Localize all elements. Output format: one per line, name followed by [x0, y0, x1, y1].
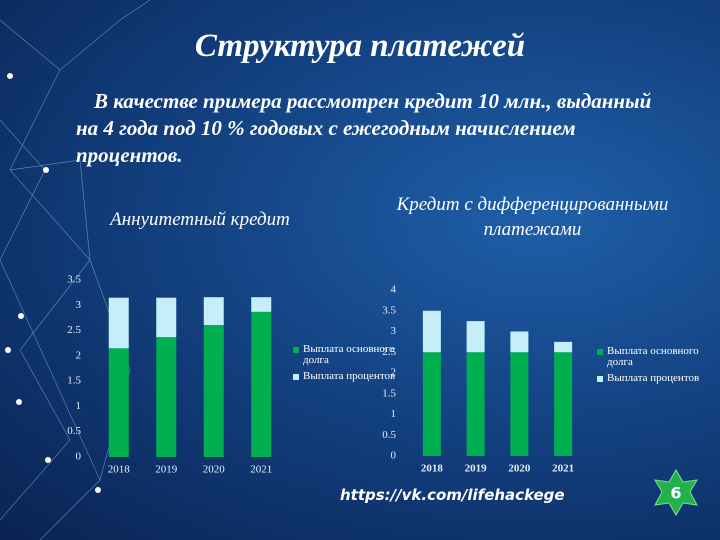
x-tick-label: 2021 — [250, 464, 272, 476]
bar-segment — [510, 352, 529, 456]
bar-segment — [108, 348, 129, 457]
bar-segment — [156, 297, 177, 338]
y-tick-label: 2 — [391, 367, 397, 379]
decoration-dot — [16, 399, 22, 405]
legend-label: Выплата процентов — [607, 372, 700, 384]
slide-title: Структура платежей — [194, 28, 526, 64]
y-tick-label: 2 — [76, 349, 82, 361]
legend-entry: Выплата процентов — [597, 373, 702, 384]
bar-segment — [422, 310, 441, 353]
decoration-dot — [7, 73, 13, 79]
decoration-dot — [18, 313, 24, 319]
decoration-dot — [43, 167, 49, 173]
y-tick-label: 3 — [391, 325, 397, 337]
y-tick-label: 1.5 — [382, 387, 396, 399]
x-tick-label: 2020 — [508, 463, 531, 475]
decoration-dot — [45, 457, 51, 463]
y-tick-label: 3 — [76, 299, 82, 311]
source-url: https://vk.com/lifehackege — [340, 486, 565, 504]
y-tick-label: 0.5 — [67, 425, 81, 437]
x-tick-label: 2019 — [155, 464, 178, 476]
legend-label: Выплата основного долга — [607, 345, 699, 368]
legend-entry: Выплата основного долга — [597, 346, 702, 368]
x-tick-label: 2019 — [465, 463, 488, 475]
y-tick-label: 1 — [76, 400, 82, 412]
legend-entry: Выплата основного долга — [293, 344, 398, 366]
legend-swatch — [293, 347, 299, 353]
decoration-dot — [95, 487, 101, 493]
bar-segment — [510, 331, 529, 353]
decoration-line — [59, 0, 151, 71]
bar-segment — [251, 311, 272, 457]
bar-segment — [203, 297, 224, 326]
chart-title: Аннуитетный кредит — [110, 209, 290, 230]
bar-segment — [466, 352, 485, 456]
intro-text: В качестве примера рассмотрен кредит 10 … — [76, 89, 652, 167]
y-tick-label: 2.5 — [382, 346, 396, 358]
y-tick-label: 3.5 — [67, 274, 81, 286]
decoration-dot — [5, 347, 11, 353]
y-tick-label: 0 — [391, 450, 397, 462]
bar-segment — [251, 297, 272, 312]
bar-segment — [554, 352, 573, 456]
legend-swatch — [597, 349, 603, 355]
y-tick-label: 4 — [391, 284, 397, 296]
y-tick-label: 0.5 — [382, 429, 396, 441]
legend-label: Выплата процентов — [303, 370, 396, 382]
y-tick-label: 0 — [76, 451, 82, 463]
bar-segment — [466, 321, 485, 353]
y-tick-label: 2.5 — [67, 324, 81, 336]
x-tick-label: 2020 — [203, 464, 226, 476]
x-tick-label: 2021 — [552, 463, 574, 475]
x-tick-label: 2018 — [108, 464, 131, 476]
legend-swatch — [597, 376, 603, 382]
bar-segment — [203, 325, 224, 457]
decoration-line — [0, 119, 101, 540]
y-tick-label: 1 — [391, 408, 397, 420]
bar-segment — [422, 352, 441, 456]
bar-segment — [108, 297, 129, 349]
legend-label: Выплата основного долга — [303, 343, 395, 366]
legend-entry: Выплата процентов — [293, 371, 398, 382]
x-tick-label: 2018 — [421, 463, 444, 475]
chart-title: Кредит с дифференцированными платежами — [396, 194, 669, 240]
bar-segment — [554, 341, 573, 353]
page-badge — [654, 469, 698, 516]
page-number: 6 — [670, 484, 681, 503]
y-tick-label: 3.5 — [382, 304, 396, 316]
y-tick-label: 1.5 — [67, 375, 81, 387]
legend-swatch — [293, 374, 299, 380]
bar-segment — [156, 337, 177, 457]
